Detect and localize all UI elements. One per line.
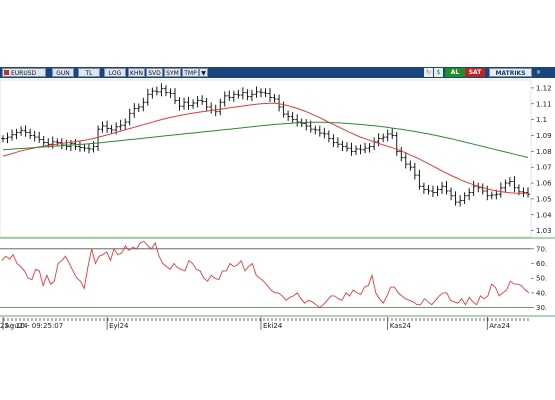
period-button[interactable]: GUN	[52, 68, 74, 77]
price-frame	[0, 79, 532, 238]
date-axis: 25 - 10 - 09:25:07 Agu24 Eyl24 Eki24 Kas24 A…	[0, 317, 529, 330]
svd-button[interactable]: SVD	[146, 68, 163, 77]
oscillator-line	[1, 240, 530, 309]
price-pane: 1.03 1.04 1.05 1.06 1.07 1.08 1.09 1.1 1.11 1.12	[0, 79, 555, 239]
price-tick-label: 1.09	[536, 132, 552, 140]
symbol-selector[interactable]: EURUSD	[2, 68, 46, 77]
close-icon[interactable]: ×	[536, 69, 542, 76]
refresh-icon[interactable]: ↻	[424, 68, 433, 77]
tmp-button[interactable]: TMP	[182, 68, 199, 77]
price-tick-label: 1.1	[536, 116, 547, 124]
price-tick-label: 1.04	[536, 211, 552, 219]
month-label: Eki24	[263, 322, 283, 330]
price-tick-label: 1.03	[536, 227, 552, 235]
price-tick-label: 1.06	[536, 180, 552, 188]
month-label: Eyl24	[109, 322, 129, 330]
log-button[interactable]: LOG	[104, 68, 126, 77]
month-label: Ara24	[489, 322, 510, 330]
matriks-button[interactable]: MATRIKS	[489, 68, 532, 77]
osc-tick-label: 60.	[536, 260, 547, 268]
osc-tick-label: 50.	[536, 275, 547, 283]
osc-tick-label: 30.	[536, 304, 547, 312]
currency-icon[interactable]: $	[434, 68, 443, 77]
price-tick-label: 1.11	[536, 100, 552, 108]
ma-long-line	[2, 121, 529, 158]
start-date-label: 25 - 10 - 09:25:07	[0, 322, 63, 330]
oscillator-pane: 30. 40. 50. 60. 70.	[0, 240, 555, 317]
khn-button[interactable]: KHN	[128, 68, 145, 77]
month-label: Kas24	[390, 322, 412, 330]
ma-short-line	[2, 102, 528, 194]
osc-tick-label: 40.	[536, 289, 547, 297]
price-tick-label: 1.08	[536, 148, 552, 156]
sym-button[interactable]: SYM	[164, 68, 181, 77]
price-tick-label: 1.07	[536, 164, 552, 172]
month-label: Agu24	[5, 322, 28, 330]
sell-button[interactable]: SAT	[465, 68, 485, 77]
currency-button[interactable]: TL	[78, 68, 100, 77]
flag-icon	[4, 70, 9, 75]
price-tick-label: 1.12	[536, 84, 552, 92]
osc-tick-label: 70.	[536, 245, 547, 253]
chart-toolbar: EURUSD GUN TL LOG KHN SVD SYM TMP ▼ ↻ $ …	[0, 67, 555, 78]
symbol-label: EURUSD	[11, 70, 37, 77]
dropdown-arrow-icon[interactable]: ▼	[199, 68, 208, 77]
price-tick-label: 1.05	[536, 195, 552, 203]
buy-button[interactable]: AL	[445, 68, 465, 77]
